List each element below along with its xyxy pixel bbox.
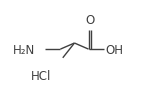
Text: OH: OH [105, 43, 123, 56]
Text: HCl: HCl [31, 69, 51, 82]
Text: O: O [85, 14, 94, 27]
Text: H₂N: H₂N [13, 43, 35, 56]
